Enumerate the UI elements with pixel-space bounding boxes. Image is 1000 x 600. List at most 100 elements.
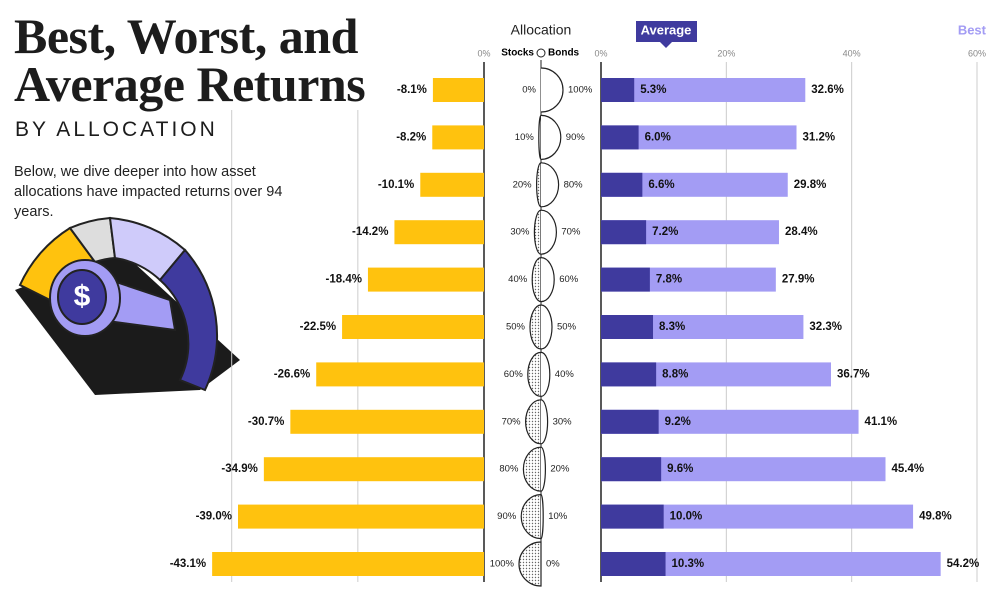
value-label: 29.8% [794,179,827,191]
bar [432,78,484,102]
bonds-label: 80% [564,179,584,190]
x-tick-label: 60% [968,48,986,58]
value-label: 31.2% [803,131,836,143]
bar [316,362,484,387]
value-label: 45.4% [892,463,925,475]
bar [420,172,484,197]
value-label: -14.2% [352,226,388,238]
value-label: 6.6% [648,179,674,191]
allocation-header: Allocation [511,22,572,38]
stocks-share [536,162,542,208]
stocks-label: 30% [510,227,530,238]
bar [601,315,654,339]
gauge-illustration: $ [15,216,240,395]
value-label: -26.6% [274,368,310,380]
bar [601,220,647,245]
header-icon [536,48,546,58]
value-label: -8.1% [397,84,427,96]
average-header-pointer [660,42,672,48]
bar [367,267,484,292]
value-label: 8.8% [662,368,688,380]
stocks-share [518,541,542,587]
stocks-label: 40% [508,274,528,285]
x-tick-label: 40% [843,48,861,58]
bar [601,172,643,197]
value-label: 36.7% [837,368,870,380]
bonds-share [540,162,560,208]
x-tick-label: 20% [717,48,735,58]
value-label: 9.6% [667,463,693,475]
stocks-label: 20% [513,179,533,190]
description: Below, we dive deeper into how asset all… [14,164,283,220]
value-label: 28.4% [785,226,818,238]
bonds-label: 20% [550,464,570,475]
legend-label: Average [641,22,692,37]
bonds-label: 90% [566,132,586,143]
value-label: 7.2% [652,226,678,238]
stocks-share [522,446,542,492]
stocks-share [531,256,542,303]
x-tick-label: 0% [477,48,490,58]
bar [601,125,639,150]
stocks-share [525,399,542,445]
value-label: -34.9% [221,463,257,475]
stocks-label: 90% [497,511,517,522]
bar [601,267,650,292]
value-label: 9.2% [665,416,691,428]
value-label: 10.3% [672,558,705,570]
stocks-label: 50% [506,322,526,333]
bar [263,457,484,482]
bonds-label: 100% [568,85,593,96]
bonds-header: Bonds [548,48,580,59]
value-label: -39.0% [196,511,232,523]
value-label: -10.1% [378,179,414,191]
bar [238,504,484,529]
bonds-share [540,351,551,397]
value-label: -22.5% [300,321,336,333]
value-label: -43.1% [170,558,206,570]
bar [601,78,635,102]
subtitle: BY ALLOCATION [15,118,218,141]
bar [601,362,657,387]
bonds-share [540,114,562,160]
value-label: 10.0% [670,511,703,523]
legend-label: Best [958,22,987,37]
value-label: 32.6% [811,84,844,96]
value-label: -8.2% [396,131,426,143]
bar [601,504,664,529]
value-label: 27.9% [782,274,815,286]
bonds-share [540,446,546,492]
bar [394,220,484,245]
bar [601,125,797,150]
value-label: 49.8% [919,511,952,523]
x-tick-label: 0% [594,48,607,58]
bonds-label: 40% [555,369,575,380]
stocks-label: 0% [522,85,536,96]
bar [290,409,484,434]
bonds-share [540,494,544,540]
bonds-share [540,399,549,445]
bar [342,315,484,339]
bar [601,504,914,529]
bonds-share [540,257,555,303]
bonds-label: 30% [553,416,573,427]
value-label: 8.3% [659,321,685,333]
bonds-share [540,209,557,255]
stocks-label: 60% [504,369,524,380]
value-label: 54.2% [947,558,980,570]
stocks-label: 70% [502,416,522,427]
stocks-label: 10% [515,132,535,143]
value-label: 6.0% [645,131,671,143]
stocks-label: 80% [499,464,519,475]
stocks-share [527,351,542,398]
value-label: 5.3% [640,84,666,96]
stocks-label: 100% [490,559,515,570]
icon-symbol: $ [74,280,91,313]
bonds-share [540,67,564,113]
value-label: 32.3% [809,321,842,333]
stocks-share [520,493,542,540]
stocks-header: Stocks [501,48,534,59]
value-label: 41.1% [865,416,898,428]
